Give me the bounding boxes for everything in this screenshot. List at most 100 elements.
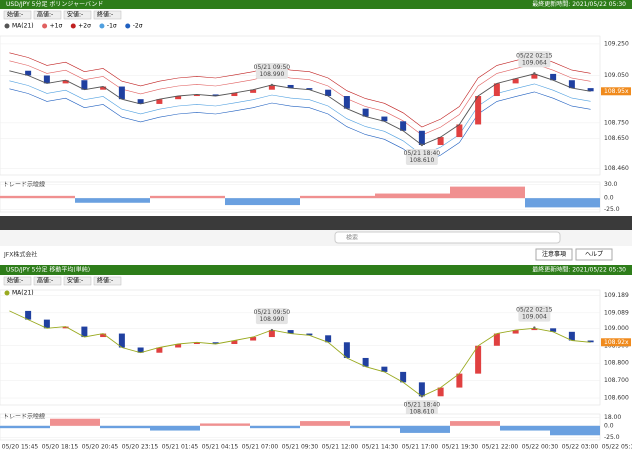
y-tick-label: 108.600 (604, 395, 629, 402)
plot-area (0, 289, 601, 406)
company: JFX株式会社 (3, 251, 37, 259)
candle (250, 337, 257, 341)
y-tick-label: 108.460 (604, 165, 629, 172)
band-line (9, 60, 591, 136)
ohlc-label: 高値:- (37, 11, 53, 19)
ohlc-label: 安値:- (67, 11, 83, 19)
annotation-time: 05/21 09:50 (254, 309, 291, 316)
candle (175, 96, 182, 100)
ma-line (9, 310, 591, 397)
y-tick-label: 108.700 (604, 377, 629, 384)
annotation-point (270, 328, 274, 332)
button-label: ヘルプ (585, 251, 603, 258)
signal-tick-label: -25.0 (604, 434, 620, 441)
annotation-point (420, 395, 424, 398)
signal-bar (0, 425, 50, 429)
button-label: 注意事項 (542, 250, 566, 258)
annotation-point (420, 143, 424, 147)
ohlc-label: 始値:- (7, 277, 23, 285)
x-tick-label: 05/20 15:45 (2, 444, 39, 451)
signal-bar (75, 198, 150, 203)
candle (306, 88, 313, 90)
candle (343, 96, 350, 109)
ohlc-label: 終値:- (97, 11, 113, 19)
x-tick-label: 05/21 04:15 (202, 444, 239, 451)
search-text: 検索 (346, 234, 358, 242)
candle (287, 330, 294, 334)
candle (475, 345, 482, 374)
candle (212, 94, 219, 97)
y-tick-label: 108.800 (604, 360, 629, 367)
ohlc-label: 安値:- (67, 277, 83, 285)
ohlc-field (63, 276, 92, 286)
signal-bar (200, 423, 250, 426)
ohlc-label: 終値:- (97, 277, 113, 285)
signal-bar (500, 425, 550, 431)
signal-tick-label: 0.0 (604, 422, 614, 429)
signal-bar (450, 421, 500, 426)
candle (493, 83, 500, 97)
candle (531, 328, 538, 331)
candle (437, 387, 444, 397)
signal-bar (150, 195, 225, 199)
y-tick-label: 109.050 (604, 72, 629, 79)
x-tick-label: 05/21 07:00 (242, 444, 279, 451)
signal-bar (375, 193, 450, 199)
ohlc-field (33, 10, 62, 20)
x-tick-label: 05/21 19:30 (442, 444, 479, 451)
candle (25, 310, 32, 320)
ohlc-label: 高値:- (37, 277, 53, 285)
annotation-time: 05/22 02:15 (516, 307, 553, 314)
candle (531, 73, 538, 79)
button[interactable] (535, 248, 573, 261)
candle (568, 331, 575, 341)
candle (381, 116, 388, 122)
candle (175, 344, 182, 348)
updated: 最終更新時間: 2021/05/22 05:30 (532, 0, 626, 8)
candle (418, 130, 425, 145)
candle (212, 342, 219, 345)
signal-tick-label: 18.00 (604, 414, 621, 421)
annotation-value: 109.004 (522, 314, 547, 321)
candle (193, 342, 200, 345)
candle (193, 94, 200, 97)
search-box[interactable] (334, 231, 561, 244)
signal-bar (0, 195, 75, 199)
y-tick-label: 108.750 (604, 119, 629, 126)
button[interactable] (575, 248, 613, 261)
signal-bar (525, 198, 600, 208)
candle (362, 108, 369, 117)
annotation-point (270, 83, 274, 87)
x-tick-label: 05/21 12:00 (322, 444, 359, 451)
candle (587, 88, 594, 92)
ma-line (9, 70, 591, 146)
signal-tick-label: -25.0 (604, 206, 620, 213)
candle (118, 86, 125, 100)
candle (137, 347, 144, 353)
candle (62, 326, 69, 329)
annotation-time: 05/21 18:40 (404, 401, 441, 408)
signal-bar (100, 425, 150, 429)
candle (231, 340, 238, 345)
candle (512, 330, 519, 334)
legend-swatch (99, 23, 105, 29)
ohlc-field (33, 276, 62, 286)
candle (343, 342, 350, 358)
x-tick-label: 05/22 00:30 (522, 444, 559, 451)
x-tick-label: 05/20 20:45 (82, 444, 119, 451)
annotation-time: 05/22 02:15 (516, 52, 553, 59)
legend-swatch (125, 23, 131, 29)
candle (268, 84, 275, 90)
candle (118, 333, 125, 348)
candle (418, 382, 425, 397)
annotation-box (255, 308, 288, 325)
candle (325, 335, 332, 343)
band-line (9, 80, 591, 156)
legend-swatch (42, 23, 48, 29)
annotation-time: 05/21 09:50 (254, 64, 291, 71)
legend-label: -1σ (107, 23, 117, 30)
signal-bar (450, 186, 525, 199)
candle (550, 328, 557, 332)
title: USD/JPY 5分足 ボリンジャーバンド (6, 0, 103, 8)
candle (475, 96, 482, 125)
